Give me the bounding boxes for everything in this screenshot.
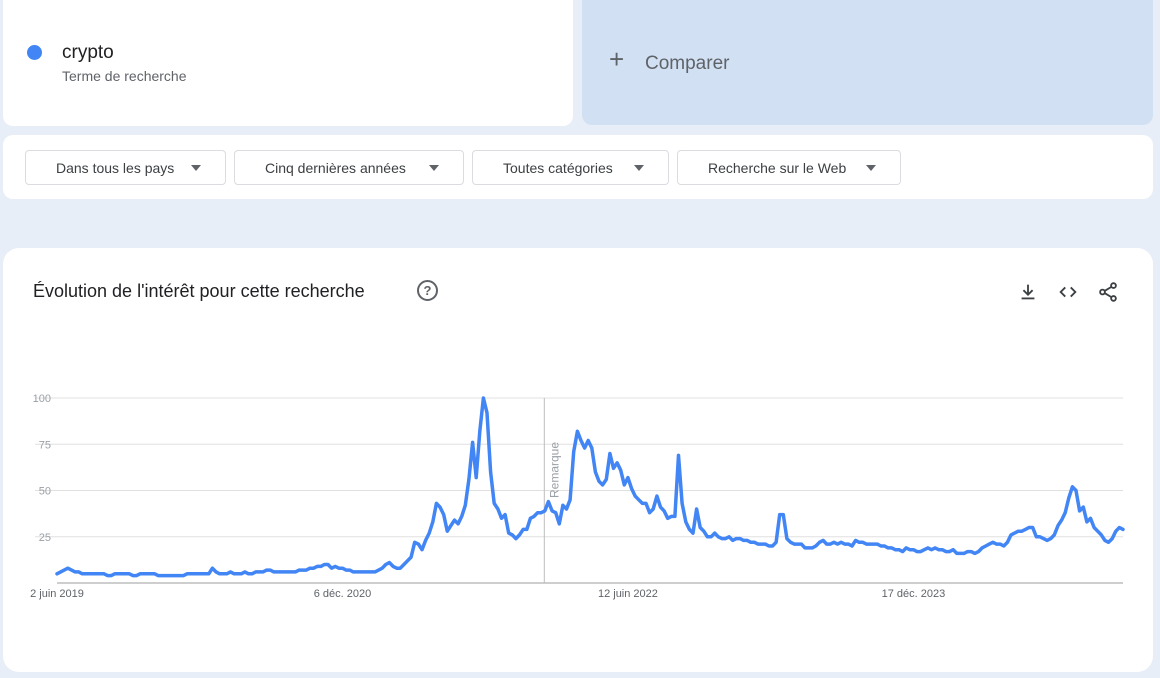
interest-over-time-card: Évolution de l'intérêt pour cette recher… [3,248,1153,672]
filter-time-range-label: Cinq dernières années [265,159,406,176]
y-tick-label: 25 [39,532,51,544]
filter-category[interactable]: Toutes catégories [472,150,669,185]
caret-down-icon [634,165,644,171]
filter-time-range[interactable]: Cinq dernières années [234,150,464,185]
series-line-crypto [55,396,1125,578]
share-icon[interactable] [1097,281,1119,303]
y-tick-label: 50 [39,486,51,498]
x-tick-label: 2 juin 2019 [30,588,84,600]
filter-country-label: Dans tous les pays [56,159,175,176]
term-subtitle: Terme de recherche [62,68,187,84]
annotation-label: Remarque [547,442,561,498]
filter-country[interactable]: Dans tous les pays [25,150,226,185]
filter-search-type[interactable]: Recherche sur le Web [677,150,901,185]
embed-icon[interactable] [1057,281,1079,303]
download-icon[interactable] [1017,281,1039,303]
term-color-dot [27,45,42,60]
filter-category-label: Toutes catégories [503,159,613,176]
x-tick-label: 17 déc. 2023 [882,588,946,600]
help-icon[interactable]: ? [417,280,438,301]
x-tick-label: 6 déc. 2020 [314,588,372,600]
plus-icon: + [609,44,625,74]
term-name[interactable]: crypto [62,42,114,63]
y-tick-label: 75 [39,439,51,451]
caret-down-icon [429,165,439,171]
search-term-card[interactable]: crypto Terme de recherche [3,0,573,126]
line-chart: 25 50 75 100 2 juin 2019 6 déc. 2020 12 juin 2… [30,393,1125,600]
compare-label: Comparer [645,53,730,74]
chart-title: Évolution de l'intérêt pour cette recher… [33,281,365,301]
caret-down-icon [866,165,876,171]
filters-bar: Dans tous les pays Cinq dernières années… [3,135,1153,199]
filter-search-type-label: Recherche sur le Web [708,159,847,176]
caret-down-icon [191,165,201,171]
x-tick-label: 12 juin 2022 [598,588,658,600]
compare-button[interactable]: + Comparer [582,0,1153,125]
y-tick-label: 100 [33,393,51,405]
